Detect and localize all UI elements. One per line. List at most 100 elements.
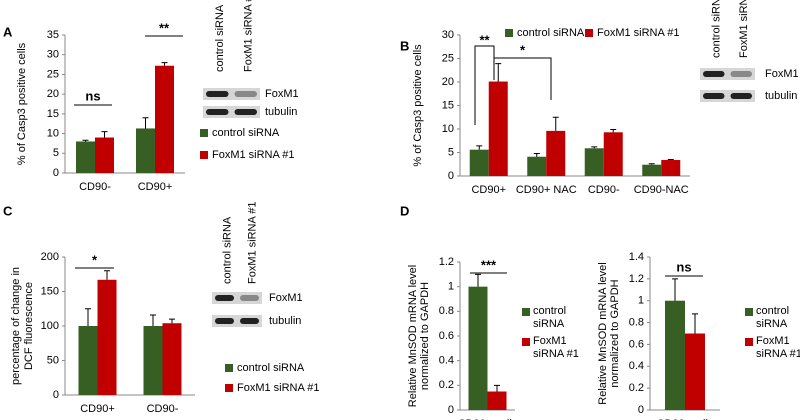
x-tick-label: CD90+ <box>471 184 506 196</box>
bar <box>469 149 489 176</box>
legend-swatch <box>225 384 233 392</box>
panel-letter: D <box>400 203 409 218</box>
bar <box>143 326 163 395</box>
y-axis-label: % of Casp3 positive cells <box>412 44 424 167</box>
legend-swatch <box>200 129 208 137</box>
y-tick-label: 0 <box>53 389 59 401</box>
error-bar <box>533 152 540 157</box>
legend-label-box: FoxM1 siRNA #1 <box>756 335 800 360</box>
legend-swatch <box>745 308 753 316</box>
error-bar <box>82 139 89 142</box>
legend-label: FoxM1 siRNA #1 <box>756 335 800 360</box>
blot-band <box>703 93 725 99</box>
legend-label: FoxM1 siRNA #1 <box>212 149 295 161</box>
y-tick-label: 0.2 <box>629 382 644 394</box>
significance-bracket <box>493 57 552 100</box>
error-bar <box>494 384 500 392</box>
error-bar <box>85 308 91 326</box>
x-tick-label: CD90+ <box>80 403 115 415</box>
legend-label-box: control siRNA <box>533 305 567 330</box>
y-axis-label: normalized to GAPDH <box>609 279 621 387</box>
lane-label: control siRNA <box>711 0 723 58</box>
bar <box>162 323 182 395</box>
x-tick-label: CD90- cells <box>657 418 714 420</box>
legend-label: control siRNA <box>237 362 305 374</box>
blot-band <box>240 295 259 301</box>
y-tick-label: 0.4 <box>629 360 644 372</box>
y-tick-label: 0 <box>638 404 644 416</box>
legend-swatch <box>505 29 513 37</box>
y-axis-label: DCF fluorescence <box>23 282 35 370</box>
significance-label: * <box>92 252 98 267</box>
y-tick-label: 5 <box>448 146 454 158</box>
y-tick-label: 200 <box>41 251 59 263</box>
bar <box>584 148 604 176</box>
blot-band <box>206 91 229 97</box>
bar <box>527 156 547 176</box>
y-axis-label: % of Casp3 positive cells <box>16 42 28 165</box>
significance-label: ns <box>85 88 100 103</box>
bar <box>78 326 98 395</box>
x-tick-label: CD90- <box>147 403 179 415</box>
legend-swatch <box>200 151 208 159</box>
error-bar <box>591 146 598 149</box>
legend-label-box: FoxM1 siRNA #1 <box>533 335 579 360</box>
y-tick-label: 150 <box>41 285 59 297</box>
y-tick-label: 25 <box>47 68 59 80</box>
y-tick-label: 0 <box>53 167 59 179</box>
lane-label: control siRNA <box>221 216 233 284</box>
legend-swatch <box>522 308 530 316</box>
error-bar <box>150 314 156 326</box>
error-bar <box>104 270 110 280</box>
y-tick-label: 1 <box>448 281 454 293</box>
error-bar <box>495 63 502 82</box>
y-tick-label: 35 <box>47 29 59 41</box>
y-tick-label: 20 <box>442 76 454 88</box>
error-bar <box>610 128 617 133</box>
significance-label: * <box>520 42 526 57</box>
x-tick-label: CD90-NAC <box>634 184 689 196</box>
blot-band <box>206 109 229 115</box>
y-tick-label: 1 <box>638 295 644 307</box>
bar <box>155 65 174 173</box>
legend-swatch <box>225 364 233 372</box>
band-label: FoxM1 <box>269 292 303 304</box>
bar <box>488 81 508 176</box>
y-axis-label: normalized to GAPDH <box>419 282 431 390</box>
y-tick-label: 30 <box>442 29 454 41</box>
bar <box>546 130 566 176</box>
legend-swatch <box>745 338 753 346</box>
error-bar <box>672 278 678 301</box>
y-tick-label: 10 <box>442 123 454 135</box>
y-tick-label: 5 <box>53 147 59 159</box>
bar <box>95 137 114 173</box>
y-tick-label: 15 <box>442 99 454 111</box>
legend-swatch <box>522 338 530 346</box>
lane-label: FoxM1 siRNA #1 <box>738 0 750 58</box>
bar <box>76 141 95 173</box>
y-tick-label: 0.2 <box>439 379 454 391</box>
error-bar <box>475 273 481 287</box>
band-label: FoxM1 <box>765 68 799 80</box>
legend-label: control siRNA <box>517 27 585 39</box>
significance-label: ** <box>479 32 490 47</box>
panel-letter: B <box>400 38 409 53</box>
bar <box>661 160 681 176</box>
significance-label: ns <box>676 259 691 274</box>
y-tick-label: 0 <box>448 404 454 416</box>
legend-label: FoxM1 siRNA #1 <box>533 335 579 360</box>
error-bar <box>101 131 108 138</box>
bar <box>97 279 117 395</box>
blot-band <box>730 93 752 99</box>
x-tick-label: CD90+ <box>138 181 173 193</box>
error-bar <box>169 318 175 324</box>
panel-letter: C <box>3 203 13 218</box>
y-axis-label: Relative MnSOD mRNA level <box>597 262 609 404</box>
band-label: tubulin <box>765 90 797 102</box>
significance-label: ** <box>159 20 170 35</box>
band-label: tubulin <box>265 106 297 118</box>
legend-label: control siRNA <box>533 305 567 330</box>
bar <box>468 286 488 410</box>
